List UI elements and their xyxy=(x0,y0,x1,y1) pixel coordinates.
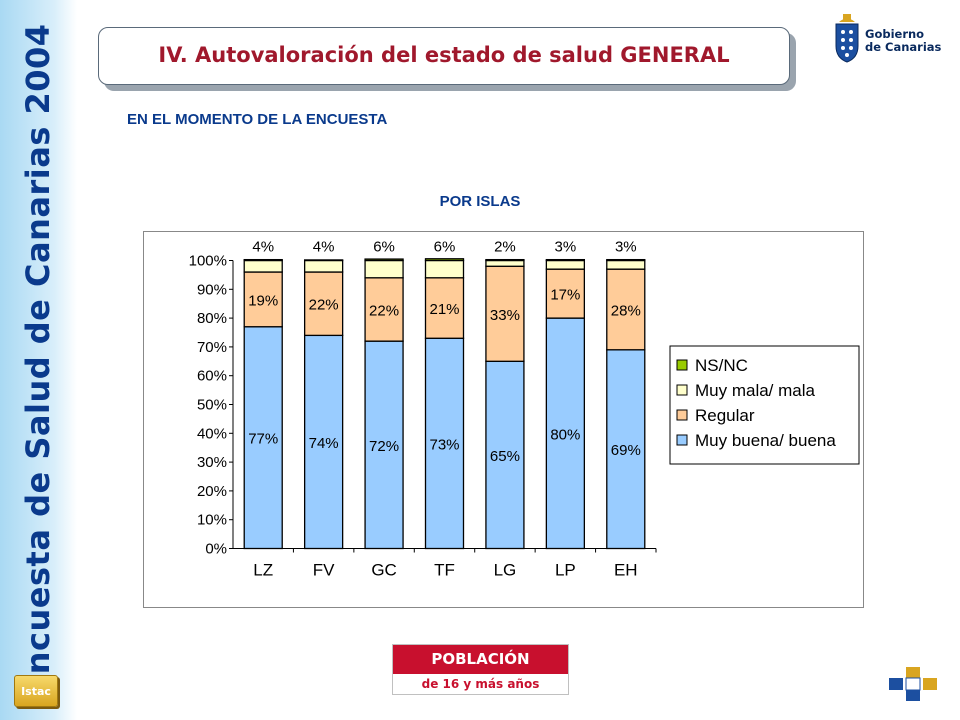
bar-segment xyxy=(364,258,404,262)
bar-segment xyxy=(243,259,283,273)
y-tick-label: 80% xyxy=(197,310,227,327)
y-tick-label: 0% xyxy=(205,541,227,558)
bar-segment xyxy=(364,277,404,342)
title-box: IV. Autovaloración del estado de salud G… xyxy=(98,27,790,85)
x-tick-label: LG xyxy=(494,561,517,580)
data-label: 73% xyxy=(429,436,459,453)
x-tick-label: FV xyxy=(313,561,335,580)
y-tick-label: 10% xyxy=(197,512,227,529)
page-subtitle: EN EL MOMENTO DE LA ENCUESTA xyxy=(127,111,388,128)
legend-box xyxy=(669,345,860,465)
bar-segment xyxy=(243,326,283,550)
data-label: 4% xyxy=(252,239,274,256)
bar-segment xyxy=(485,259,525,267)
data-label: 74% xyxy=(309,435,339,452)
data-label: 69% xyxy=(611,442,641,459)
legend-swatch xyxy=(676,409,688,421)
bar-segment xyxy=(243,258,283,262)
y-tick-label: 30% xyxy=(197,454,227,471)
legend-label: Regular xyxy=(695,406,755,425)
gobierno-logo-line1: Gobierno xyxy=(865,27,925,41)
bar-segment xyxy=(364,340,404,550)
data-label: 22% xyxy=(309,297,339,314)
data-label: 17% xyxy=(550,287,580,304)
data-label: 22% xyxy=(369,302,399,319)
bar-segment xyxy=(364,259,404,279)
data-label: 6% xyxy=(434,239,456,256)
stacked-bar-chart: 0% 10% 20% 30% 40% 50% 60% 70% 80% 90% 100% 77% 19% 4… xyxy=(189,239,860,580)
population-label: POBLACIÓN xyxy=(393,645,568,674)
bar-segment xyxy=(545,258,586,262)
chart-frame: 0% 10% 20% 30% 40% 50% 60% 70% 80% 90% 100% 77% 19% 4… xyxy=(143,231,864,608)
bar-segment xyxy=(485,258,525,262)
legend-swatch xyxy=(676,359,688,371)
y-tick-label: 40% xyxy=(197,425,227,442)
data-label: 3% xyxy=(615,239,637,256)
bar-segment xyxy=(606,258,646,262)
x-tick-label: EH xyxy=(614,561,638,580)
coat-of-arms-icon xyxy=(835,14,859,63)
data-label: 19% xyxy=(248,292,278,309)
y-tick-label: 50% xyxy=(197,397,227,414)
gobierno-canarias-logo: Gobierno de Canarias xyxy=(832,12,952,68)
data-label: 4% xyxy=(313,239,335,256)
bar-segment xyxy=(424,277,465,339)
population-sublabel: de 16 y más años xyxy=(421,677,540,691)
legend-label: Muy mala/ mala xyxy=(695,381,816,400)
chart-title: POR ISLAS xyxy=(439,193,521,210)
y-tick-label: 90% xyxy=(197,281,227,298)
bar-segment xyxy=(606,349,646,550)
data-label: 80% xyxy=(550,426,580,443)
gobierno-logo-line2: de Canarias xyxy=(865,40,942,54)
data-label: 65% xyxy=(490,448,520,465)
istac-logo: Istac xyxy=(14,675,58,707)
x-tick-label: LP xyxy=(555,561,576,580)
population-badge: POBLACIÓN de 16 y más años xyxy=(392,644,569,695)
page-title: IV. Autovaloración del estado de salud G… xyxy=(158,43,730,67)
bar-segment xyxy=(424,337,465,550)
bar-segment xyxy=(485,360,525,550)
bar-segment xyxy=(303,259,344,262)
bar-segment xyxy=(606,268,646,351)
legend-label: NS/NC xyxy=(695,356,748,375)
data-label: 6% xyxy=(373,239,395,256)
data-label: 2% xyxy=(494,239,516,256)
sidebar-title: Encuesta de Salud de Canarias 2004 xyxy=(19,23,57,697)
data-label: 72% xyxy=(369,438,399,455)
y-tick-label: 70% xyxy=(197,339,227,356)
bar-segment xyxy=(303,334,344,550)
x-tick-label: LZ xyxy=(253,561,273,580)
data-label: 28% xyxy=(611,302,641,319)
y-tick-label: 60% xyxy=(197,368,227,385)
bar-segment xyxy=(485,265,525,362)
gobierno-logo-text: Gobierno de Canarias xyxy=(865,28,941,54)
y-tick-label: 20% xyxy=(197,483,227,500)
legend-label: Muy buena/ buena xyxy=(695,431,836,450)
bar-segment xyxy=(606,259,646,270)
data-label: 77% xyxy=(248,431,278,448)
sidebar: Encuesta de Salud de Canarias 2004 Istac xyxy=(0,0,77,720)
bar-segment xyxy=(545,259,586,270)
legend-swatch xyxy=(676,434,688,446)
bar-segment xyxy=(424,259,465,279)
canarias-cross-icon xyxy=(889,667,937,701)
x-tick-label: TF xyxy=(434,561,455,580)
bar-segment xyxy=(303,259,344,273)
data-label: 3% xyxy=(555,239,577,256)
y-tick-label: 100% xyxy=(189,253,227,270)
data-label: 21% xyxy=(429,301,459,318)
data-label: 33% xyxy=(490,307,520,324)
bar-segment xyxy=(424,258,465,262)
x-tick-label: GC xyxy=(371,561,397,580)
bar-segment xyxy=(303,271,344,337)
legend-swatch xyxy=(676,384,688,396)
